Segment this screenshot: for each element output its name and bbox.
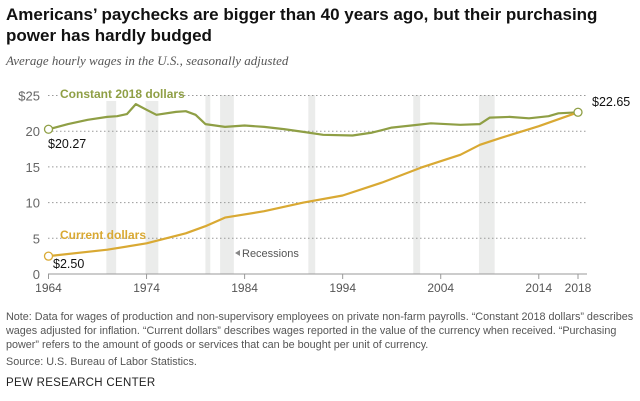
y-tick-label: 5	[33, 231, 40, 246]
series-line-current	[48, 111, 579, 258]
chart-source: Source: U.S. Bureau of Labor Statistics.	[6, 356, 197, 368]
y-tick-label: 0	[33, 267, 40, 282]
recession-band	[308, 95, 316, 274]
chart-subtitle: Average hourly wages in the U.S., season…	[6, 53, 289, 68]
end-point-marker	[573, 107, 583, 117]
end-value-label: $22.65	[592, 95, 630, 109]
x-tick-label: 1964	[35, 281, 62, 295]
start-value-label: $2.50	[53, 257, 84, 271]
x-tick-label: 2004	[427, 281, 454, 295]
series-label-constant: Constant 2018 dollars	[60, 87, 185, 101]
x-tick-label: 2018	[565, 281, 592, 295]
start-point-marker	[43, 251, 54, 261]
recession-band	[205, 95, 211, 274]
x-tick-label: 2014	[525, 281, 552, 295]
y-tick-label: 15	[26, 160, 40, 175]
recession-band	[106, 95, 117, 274]
recessions-label: Recessions	[242, 248, 299, 260]
x-tick-label: 1994	[329, 281, 356, 295]
series-line-constant	[48, 103, 579, 137]
x-tick-label: 1974	[133, 281, 160, 295]
recession-band	[220, 95, 234, 274]
series-label-current: Current dollars	[60, 228, 146, 242]
recession-band	[413, 95, 421, 274]
pew-logo: PEW RESEARCH CENTER	[6, 377, 156, 389]
start-point-marker	[43, 124, 54, 134]
y-tick-label: 20	[26, 124, 40, 139]
label-background	[58, 87, 180, 101]
chart: 0 5 10 15 20 $25 1964 1974 1984 1994 2004 2014 2018 C…	[18, 87, 630, 295]
recession-band	[145, 95, 159, 274]
recession-band	[478, 95, 495, 274]
arrow-left-icon	[235, 250, 240, 256]
chart-title: Americans’ paychecks are bigger than 40 …	[6, 5, 598, 45]
y-tick-label: $25	[18, 89, 40, 104]
x-tick-label: 1984	[231, 281, 258, 295]
start-value-label: $20.27	[48, 137, 86, 151]
y-tick-label: 10	[26, 196, 40, 211]
chart-note: Note: Data for wages of production and n…	[6, 311, 634, 351]
